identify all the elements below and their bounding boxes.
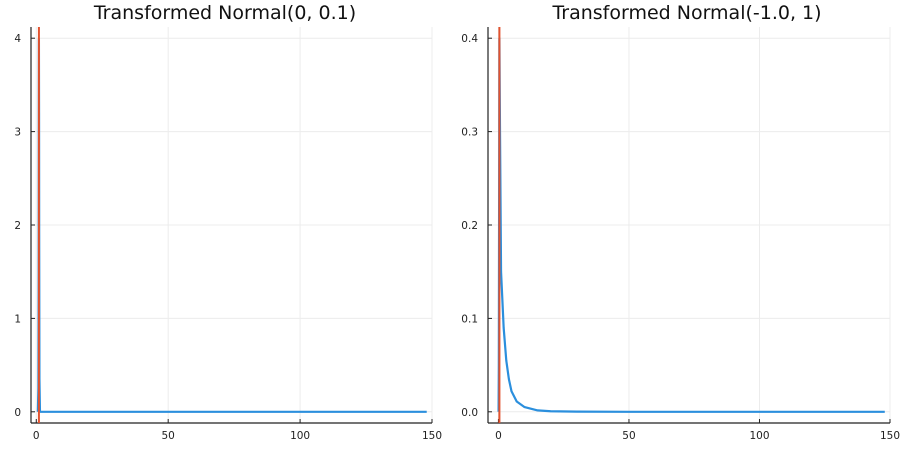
x-tick-label: 100 — [290, 430, 310, 442]
x-tick-label: 50 — [622, 430, 635, 442]
x-tick-label: 0 — [33, 430, 40, 442]
x-tick-label: 0 — [495, 430, 502, 442]
x-tick-label: 50 — [161, 430, 174, 442]
right-chart-panel: 0 50 100 150 0.0 0.1 0.2 0.3 0.4 Transformed Norm… — [461, 2, 900, 442]
chart-title: Transformed Normal(0, 0.1) — [93, 2, 356, 24]
left-chart-panel: 0 50 100 150 0 1 2 3 4 Transformed Normal(0, 0.1) — [14, 2, 442, 442]
y-tick-label: 0.2 — [461, 220, 478, 232]
y-tick-label: 0.4 — [461, 33, 478, 45]
y-tick-label: 2 — [14, 220, 21, 232]
y-tick-label: 3 — [14, 127, 21, 139]
y-tick-label: 1 — [14, 313, 21, 325]
x-tick-label: 150 — [422, 430, 442, 442]
y-tick-label: 0 — [14, 407, 21, 419]
x-tick-label: 100 — [749, 430, 769, 442]
y-tick-label: 0.1 — [461, 313, 478, 325]
x-tick-label: 150 — [880, 430, 900, 442]
y-tick-label: 0.3 — [461, 127, 478, 139]
y-tick-label: 0.0 — [461, 407, 478, 419]
y-tick-label: 4 — [14, 33, 21, 45]
chart-title: Transformed Normal(-1.0, 1) — [551, 2, 821, 24]
